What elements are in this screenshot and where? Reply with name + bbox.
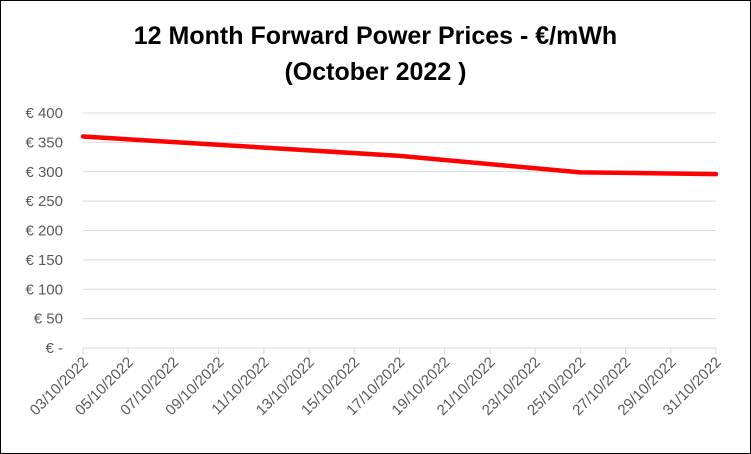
y-tick-label: € 400	[25, 105, 63, 122]
y-tick-label: € 300	[25, 164, 63, 181]
y-tick-label: € 350	[25, 134, 63, 151]
y-tick-label: € 100	[25, 281, 63, 298]
data-point	[579, 171, 581, 173]
x-axis	[82, 347, 717, 354]
price-series-line	[80, 134, 719, 177]
chart-subtitle: (October 2022 )	[284, 58, 467, 86]
x-axis-tick-labels: 03/10/202205/10/202207/10/202209/10/2022…	[27, 354, 725, 419]
y-tick-label: € 200	[25, 223, 63, 240]
y-tick-label: € 150	[25, 252, 63, 269]
y-tick-label: € -	[45, 340, 63, 357]
y-axis-tick-labels: € - € 50 € 100 € 150 € 200 € 250 € 300 € 350 € 4…	[25, 105, 63, 357]
data-point	[399, 155, 400, 157]
y-tick-label: € 250	[25, 193, 63, 210]
chart-title: 12 Month Forward Power Prices - €/mWh	[133, 22, 618, 50]
data-point	[715, 173, 717, 175]
series-layer	[80, 134, 719, 177]
data-point	[82, 136, 84, 137]
y-tick-label: € 50	[34, 311, 63, 328]
